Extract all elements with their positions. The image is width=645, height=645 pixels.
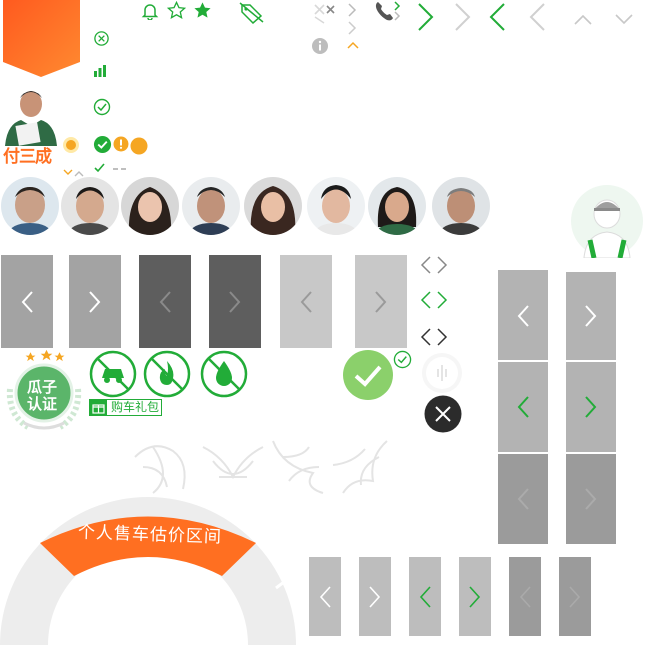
warning-icon [113,136,129,152]
avatar [61,177,119,235]
chevron-right-icon[interactable] [451,2,473,32]
prev-button[interactable] [309,557,341,636]
gift-tag[interactable]: 购车礼包 [89,399,162,416]
avatar [307,177,365,235]
chevron-left-icon[interactable] [487,2,509,32]
status-dot-icon [130,137,148,155]
success-check-icon [343,350,393,400]
chevron-small-icon [63,169,84,177]
prev-button[interactable] [139,255,191,348]
default-avatar [571,185,643,258]
check-circle-icon [93,98,111,116]
bar-chart-icon [94,65,106,77]
avatar [432,177,490,235]
no-fire-icon [143,350,191,398]
close-circle-icon [94,31,109,46]
chevron-right-icon[interactable] [414,2,436,32]
info-icon [312,38,328,54]
badge-line2: 认证 [27,396,58,413]
no-water-icon [200,350,248,398]
sun-icon [63,137,79,153]
prev-button[interactable] [498,454,548,544]
next-button[interactable] [566,362,616,452]
next-button[interactable] [566,454,616,544]
bell-icon [141,4,159,20]
agent-name: 付三成 [3,147,52,166]
tag-icon [239,2,264,24]
next-button[interactable] [459,557,491,636]
avatar [182,177,240,235]
next-button[interactable] [359,557,391,636]
ornament-icon [134,440,388,494]
badge-line1: 瓜子 [27,379,58,396]
avatar [1,177,59,235]
prev-button[interactable] [280,255,332,348]
gift-label: 购车礼包 [111,400,160,414]
chevron-up-icon[interactable] [572,11,594,27]
small-check-circle-icon [393,350,412,369]
next-button[interactable] [209,255,261,348]
star-outline-icon [167,1,186,19]
voice-icon[interactable] [421,352,463,394]
prev-button[interactable] [409,557,441,636]
next-button[interactable] [566,272,616,360]
avatar [244,177,302,235]
check-filled-icon [93,135,112,154]
next-button[interactable] [355,255,407,348]
no-car-icon [89,350,137,398]
next-button[interactable] [69,255,121,348]
next-button[interactable] [559,557,591,636]
pager-arrows-icon[interactable] [418,253,452,353]
price-range-gauge [0,497,296,645]
phone-icon[interactable] [373,0,401,24]
close-button[interactable] [424,395,462,433]
agent-photo [3,84,59,146]
close-icon[interactable] [312,2,340,24]
chevron-down-icon[interactable] [613,11,635,27]
chevron-cluster-icon [347,3,359,49]
check-icon [94,163,126,173]
star-filled-icon [194,2,211,18]
orange-ribbon [3,0,80,77]
prev-button[interactable] [1,255,53,348]
prev-button[interactable] [498,270,548,360]
avatar [368,177,426,235]
gift-icon [90,400,107,415]
prev-button[interactable] [498,362,548,452]
prev-button[interactable] [509,557,541,636]
gauge-title: 个人售车估价区间 [77,522,223,547]
chevron-left-icon[interactable] [527,2,549,32]
avatar [121,177,179,235]
certified-badge [6,349,82,430]
